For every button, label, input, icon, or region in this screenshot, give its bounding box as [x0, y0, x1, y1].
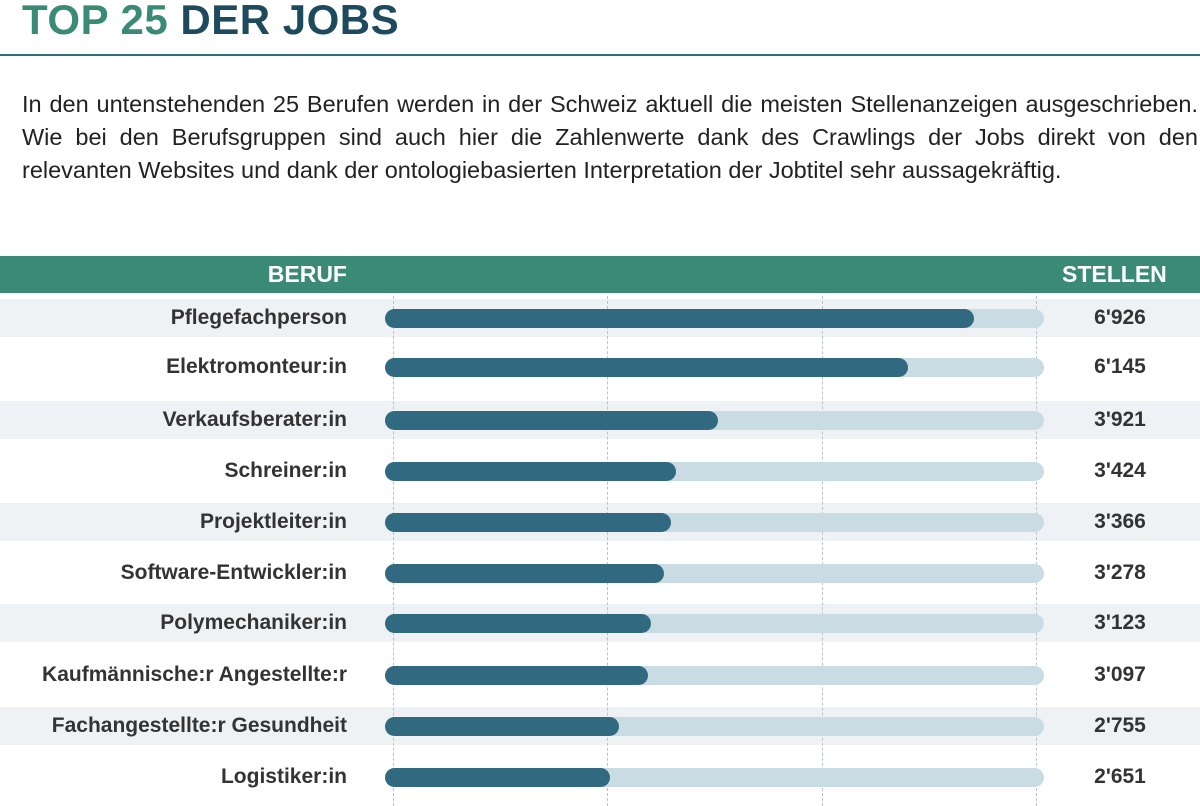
- bar: [385, 614, 651, 633]
- category-label: Elektromonteur:in: [166, 355, 347, 378]
- page-title: TOP 25 DER JOBS: [22, 0, 399, 46]
- grid-line: [393, 296, 394, 806]
- bar: [385, 309, 974, 328]
- value-label: 6'145: [1094, 355, 1146, 378]
- value-label: 3'424: [1094, 459, 1146, 482]
- title-main: DER JOBS: [180, 0, 400, 43]
- category-label: Pflegefachperson: [170, 306, 347, 329]
- value-label: 3'278: [1094, 561, 1146, 584]
- bar: [385, 462, 676, 481]
- column-header-beruf: BERUF: [267, 261, 347, 287]
- category-label: Software-Entwickler:in: [120, 561, 347, 584]
- category-label: Logistiker:in: [220, 765, 347, 788]
- bar: [385, 513, 671, 532]
- grid-line: [607, 296, 608, 806]
- value-label: 3'097: [1094, 663, 1146, 686]
- value-label: 2'755: [1094, 714, 1146, 737]
- category-label: Projektleiter:in: [199, 510, 347, 533]
- bar: [385, 358, 908, 377]
- value-label: 3'921: [1094, 408, 1146, 431]
- category-label: Polymechaniker:in: [160, 611, 347, 634]
- column-header-stellen: STELLEN: [1062, 261, 1167, 287]
- category-label: Fachangestellte:r Gesundheit: [51, 714, 347, 737]
- value-label: 6'926: [1094, 306, 1146, 329]
- bar: [385, 717, 619, 736]
- table-header: BERUF STELLEN: [0, 256, 1200, 293]
- category-label: Verkaufsberater:in: [162, 408, 347, 431]
- value-label: 3'123: [1094, 611, 1146, 634]
- category-label: Schreiner:in: [224, 459, 347, 482]
- title-accent: TOP 25: [22, 0, 169, 43]
- category-label: Kaufmännische:r Angestellte:r: [42, 663, 347, 686]
- bar: [385, 768, 610, 787]
- title-divider: [0, 54, 1200, 56]
- bar: [385, 564, 664, 583]
- bar: [385, 411, 718, 430]
- bar: [385, 666, 648, 685]
- value-label: 2'651: [1094, 765, 1146, 788]
- grid-line: [1036, 296, 1037, 806]
- intro-paragraph: In den untenstehenden 25 Berufen werden …: [22, 91, 1198, 183]
- grid-line: [822, 296, 823, 806]
- value-label: 3'366: [1094, 510, 1146, 533]
